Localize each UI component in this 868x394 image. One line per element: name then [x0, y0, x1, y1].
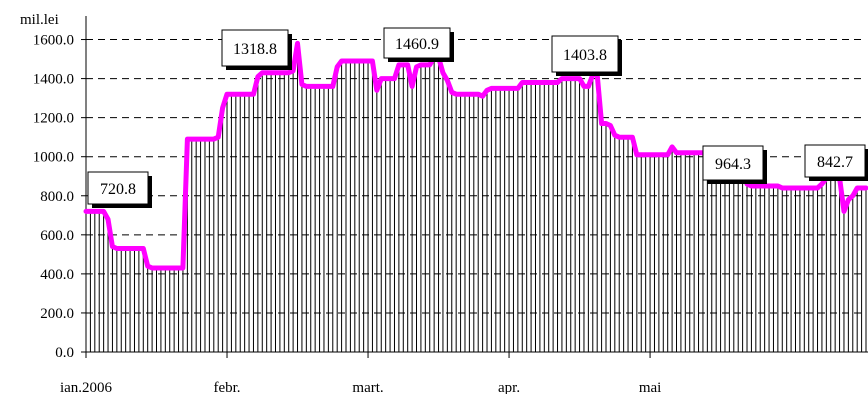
- bars-layer: [85, 43, 867, 352]
- y-tick-label: 1000.0: [33, 150, 74, 166]
- y-tick-label: 0.0: [55, 345, 74, 361]
- annotation-label: 964.3: [715, 156, 751, 173]
- annotations-layer: 720.8 1318.8 1460.9 1403.8 964.3 842.7: [87, 27, 868, 208]
- y-tick-label: 1400.0: [33, 72, 74, 88]
- x-month-label: mart.: [352, 380, 383, 394]
- annotation-label: 1460.9: [395, 36, 439, 53]
- y-tick-label: 200.0: [40, 306, 74, 322]
- x-month-label: ian.2006: [60, 380, 113, 394]
- annotation-label: 1318.8: [233, 41, 277, 58]
- x-month-label: febr.: [213, 380, 240, 394]
- x-month-label: apr.: [498, 380, 520, 394]
- annotation-label: 842.7: [817, 154, 853, 171]
- y-tick-label: 1200.0: [33, 111, 74, 127]
- axis-layer: 0.0 200.0 400.0 600.0 800.0 1000.0 1200.0 1400.…: [33, 16, 868, 394]
- annotation-box: [383, 27, 451, 59]
- annotation-box: [87, 171, 149, 205]
- annotation-box: [804, 144, 866, 178]
- annotation-box: [702, 145, 764, 181]
- y-tick-label: 1600.0: [33, 33, 74, 49]
- annotation-label: 720.8: [100, 181, 136, 198]
- y-tick-label: 800.0: [40, 189, 74, 205]
- annotation-label: 1403.8: [563, 47, 607, 64]
- y-axis-unit-label: mil.lei: [20, 12, 59, 28]
- annotation-box: [551, 35, 619, 73]
- x-month-label: mai: [639, 380, 662, 394]
- y-tick-label: 400.0: [40, 267, 74, 283]
- y-tick-label: 600.0: [40, 228, 74, 244]
- annotation-box: [221, 29, 289, 67]
